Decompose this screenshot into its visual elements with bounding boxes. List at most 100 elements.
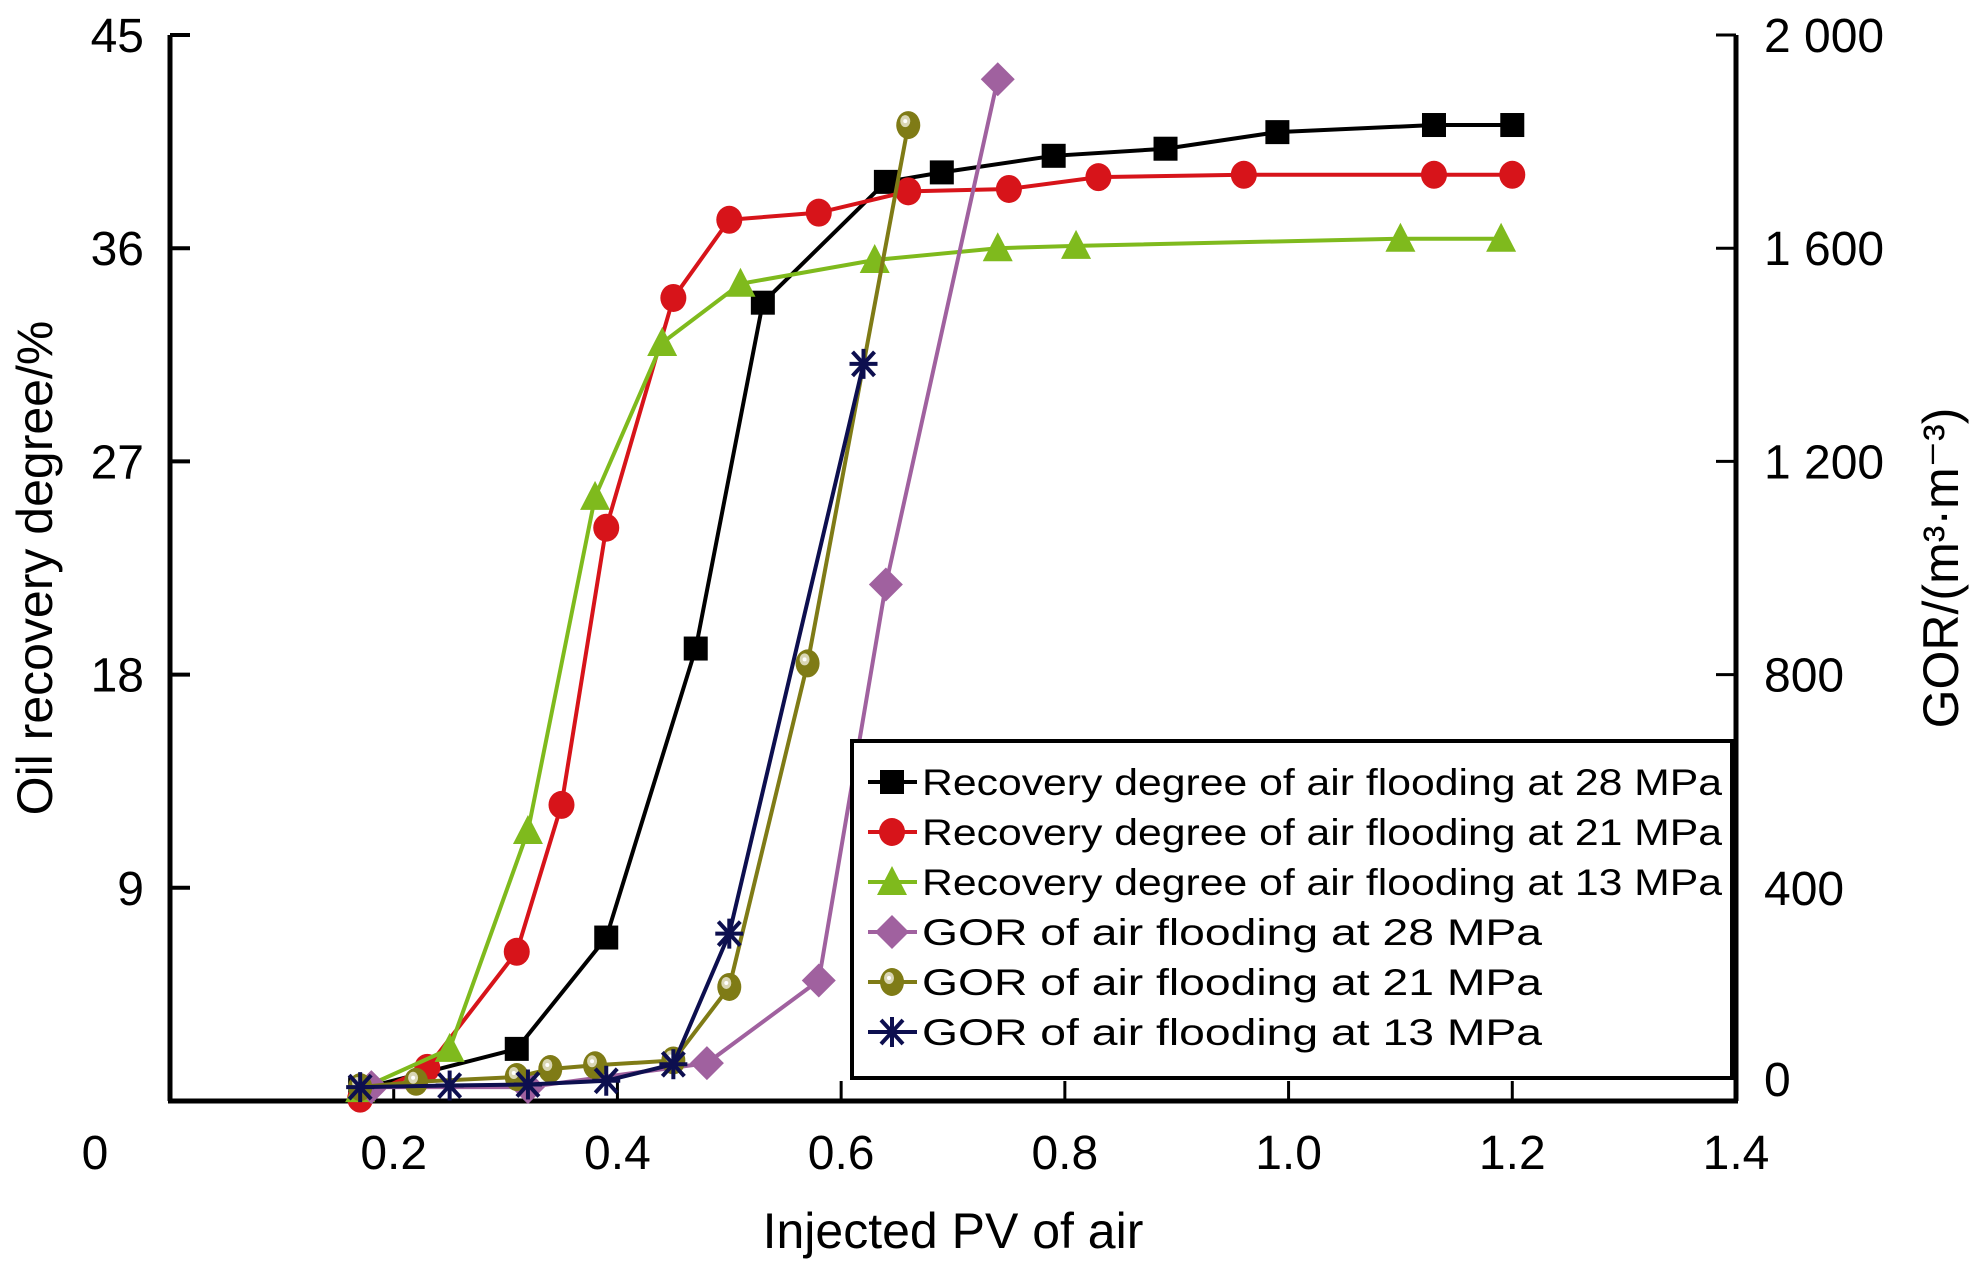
legend-label: Recovery degree of air flooding at 21 MP… (922, 812, 1722, 853)
data-point-circle (716, 205, 743, 234)
legend-item: GOR of air flooding at 21 MPa (868, 962, 1543, 1003)
data-point-triangle (580, 480, 611, 510)
data-point-triangle (1385, 222, 1416, 252)
y-ticks: 9 18 27 36 45 (91, 10, 190, 916)
data-point-triangle (1061, 229, 1092, 259)
legend-label: GOR of air flooding at 13 MPa (922, 1012, 1543, 1053)
data-point-circle (895, 177, 922, 206)
data-point-sphere (717, 972, 742, 1001)
y-tick-label: 18 (91, 650, 144, 703)
legend-marker-asterisk (878, 1017, 906, 1047)
legend-item: Recovery degree of air flooding at 21 MP… (868, 812, 1722, 853)
data-point-square (504, 1036, 529, 1061)
legend-marker-triangle (877, 866, 907, 895)
y-tick-label: 27 (91, 436, 144, 489)
data-point-circle (1420, 160, 1447, 189)
y2-tick-label: 2 000 (1764, 10, 1884, 63)
data-point-square (1500, 113, 1525, 138)
data-point-sphere (538, 1055, 563, 1084)
y2-tick-label: 1 600 (1764, 223, 1884, 276)
legend-item: GOR of air flooding at 28 MPa (868, 912, 1543, 953)
data-point-circle (1230, 160, 1257, 189)
data-point-square (750, 290, 775, 315)
y2-tick-label: 400 (1764, 863, 1844, 916)
y-axis-title: Oil recovery degree/% (7, 321, 63, 816)
data-point-sphere (404, 1067, 429, 1096)
data-point-asterisk (659, 1049, 688, 1080)
legend-item: Recovery degree of air flooding at 28 MP… (868, 762, 1722, 803)
y-tick-label: 36 (91, 223, 144, 276)
data-point-sphere (795, 649, 820, 678)
y2-tick-label: 800 (1764, 650, 1844, 703)
y2-axis-title: GOR/(m³·m⁻³) (1913, 408, 1969, 729)
y-tick-label: 9 (117, 863, 144, 916)
data-point-circle (995, 174, 1022, 203)
data-point-triangle (1486, 222, 1517, 252)
data-point-square (1421, 113, 1446, 138)
y2-ticks: 0 400 800 1 200 1 600 2 000 (1716, 10, 1884, 1107)
legend-item: Recovery degree of air flooding at 13 MP… (868, 862, 1722, 903)
legend-items: Recovery degree of air flooding at 28 MP… (868, 762, 1722, 1053)
series-line (360, 363, 866, 1090)
y-tick-label: 45 (91, 10, 144, 63)
data-point-asterisk (849, 348, 878, 379)
data-point-diamond (801, 963, 836, 998)
x-tick-label: 1.4 (1703, 1127, 1770, 1180)
data-point-asterisk (346, 1072, 375, 1103)
data-point-diamond (980, 62, 1015, 97)
x-tick-label: 0.8 (1031, 1127, 1098, 1180)
data-point-asterisk (435, 1070, 464, 1101)
series-3 (345, 222, 1517, 1103)
series-5 (348, 111, 921, 1102)
data-point-square (1041, 143, 1066, 168)
data-point-diamond (868, 567, 903, 602)
x-axis-title: Injected PV of air (763, 1203, 1144, 1259)
data-point-triangle (647, 326, 678, 356)
legend: Recovery degree of air flooding at 28 MP… (850, 739, 1734, 1080)
data-point-sphere (896, 111, 921, 140)
legend-marker-diamond (875, 915, 909, 949)
data-point-square (594, 925, 619, 950)
data-point-triangle (982, 232, 1013, 262)
x-tick-label: 1.2 (1479, 1127, 1546, 1180)
series-line (359, 172, 1513, 1101)
data-point-square (1265, 120, 1290, 145)
x-ticks: 0 0.2 0.4 0.6 0.8 1.0 1.2 1.4 (82, 1081, 1770, 1180)
series-line (371, 78, 1000, 1090)
data-point-asterisk (592, 1065, 621, 1096)
data-point-circle (593, 513, 620, 542)
x-tick-label: 0 (82, 1127, 109, 1180)
legend-label: GOR of air flooding at 21 MPa (922, 962, 1543, 1003)
data-point-circle (1499, 160, 1526, 189)
legend-label: Recovery degree of air flooding at 28 MP… (922, 762, 1722, 803)
data-point-diamond (689, 1046, 724, 1081)
data-point-triangle (725, 267, 756, 297)
data-point-square (1153, 136, 1178, 161)
y2-tick-label: 1 200 (1764, 436, 1884, 489)
x-tick-label: 0.2 (360, 1127, 427, 1180)
series-line (359, 123, 1513, 1092)
data-point-square (683, 636, 708, 661)
series-2 (347, 160, 1526, 1113)
x-tick-label: 1.0 (1255, 1127, 1322, 1180)
x-tick-label: 0.4 (584, 1127, 651, 1180)
data-point-circle (805, 198, 832, 227)
axes (167, 35, 1739, 1104)
data-point-triangle (512, 814, 543, 844)
series-layer (345, 62, 1526, 1113)
legend-label: Recovery degree of air flooding at 13 MP… (922, 862, 1722, 903)
x-tick-label: 0.6 (808, 1127, 875, 1180)
data-point-asterisk (715, 918, 744, 949)
data-point-circle (660, 283, 687, 312)
y2-tick-label: 0 (1764, 1054, 1791, 1107)
data-point-circle (503, 937, 530, 966)
legend-box (850, 739, 1734, 1080)
data-point-triangle (434, 1032, 465, 1062)
legend-marker-sphere (880, 968, 904, 996)
series-6 (346, 348, 878, 1103)
data-point-square (873, 169, 898, 194)
data-point-circle (1085, 163, 1112, 192)
data-point-square (929, 160, 954, 185)
legend-item: GOR of air flooding at 13 MPa (868, 1012, 1543, 1053)
